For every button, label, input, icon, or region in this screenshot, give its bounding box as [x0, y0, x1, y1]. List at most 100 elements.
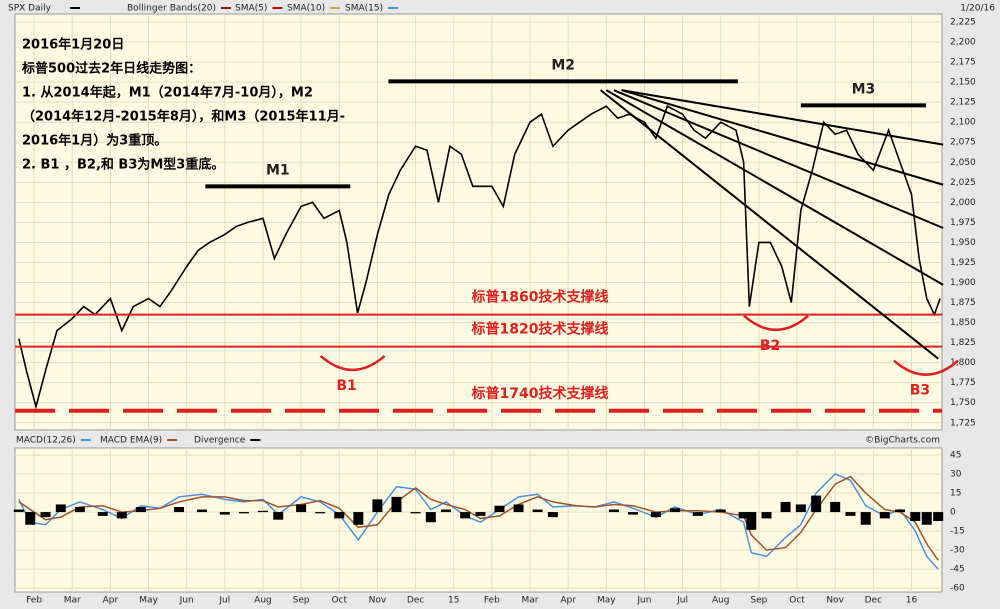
y-tick-label: 0: [950, 508, 956, 518]
bottom-arc: [319, 354, 386, 371]
divergence-bar: [13, 509, 24, 513]
divergence-bar: [391, 496, 402, 513]
divergence-bar: [933, 512, 944, 521]
y-tick-label: 1,875: [950, 298, 976, 308]
bottom-label: B3: [910, 383, 930, 399]
x-tick-label: Oct: [789, 596, 805, 606]
divergence-bar: [692, 512, 703, 516]
x-tick-label: Sep: [750, 596, 767, 606]
x-tick-label: 16: [906, 596, 918, 606]
divergence-bar: [425, 512, 436, 523]
y-tick-label: 2,025: [950, 178, 976, 188]
x-tick-label: Mar: [64, 596, 81, 606]
divergence-bar: [669, 508, 680, 513]
divergence-bar: [879, 512, 890, 519]
x-tick-label: Mar: [522, 596, 539, 606]
divergence-bar: [761, 512, 772, 519]
divergence-bar: [410, 512, 421, 514]
y-tick-label: 2,125: [950, 98, 976, 108]
divergence-bar: [40, 512, 51, 518]
divergence-bar: [25, 512, 36, 525]
divergence-bar: [532, 509, 543, 513]
y-tick-label: 1,775: [950, 378, 976, 388]
divergence-bar: [830, 501, 841, 513]
y-tick-label: 1,950: [950, 238, 976, 248]
bottom-label: B1: [336, 378, 356, 394]
legend-label: MACD(12,26): [16, 436, 76, 446]
note-line: 1. 从2014年起，M1（2014年7月-10月），M2: [22, 85, 313, 101]
top-label: M3: [852, 81, 876, 97]
y-tick-label: 2,100: [950, 118, 976, 128]
divergence-bar: [845, 512, 856, 516]
note-line: （2014年12月-2015年8月），和M3（2015年11月-: [22, 109, 345, 125]
y-tick-label: -45: [950, 565, 965, 575]
support-label: 标普1820技术支撑线: [471, 321, 609, 338]
divergence-bar: [895, 509, 906, 513]
divergence-bar: [650, 512, 661, 518]
x-tick-label: Apr: [103, 596, 119, 606]
y-tick-label: 15: [950, 489, 961, 499]
bottom-label: B2: [760, 338, 780, 354]
y-tick-label: -30: [950, 546, 965, 556]
x-tick-label: Feb: [484, 596, 500, 606]
divergence-bar: [547, 512, 558, 518]
y-tick-label: 30: [950, 470, 962, 480]
x-tick-label: Nov: [369, 596, 387, 606]
divergence-bar: [334, 512, 345, 519]
y-tick-label: 1,975: [950, 218, 976, 228]
chart-title: SPX Daily: [8, 4, 52, 14]
x-tick-label: Jun: [179, 596, 194, 606]
y-tick-label: 2,000: [950, 198, 976, 208]
trend-line: [613, 89, 944, 229]
divergence-bar: [746, 512, 757, 530]
y-tick-label: 2,175: [950, 58, 976, 68]
top-label: M1: [266, 162, 290, 178]
x-tick-label: Aug: [254, 596, 272, 606]
x-tick-label: Aug: [712, 596, 730, 606]
x-tick-label: Feb: [26, 596, 42, 606]
divergence-bar: [921, 512, 932, 525]
y-tick-label: 45: [950, 450, 961, 460]
divergence-bar: [238, 512, 249, 514]
trend-line: [621, 89, 944, 146]
y-tick-label: 1,725: [950, 418, 976, 428]
x-tick-label: May: [597, 596, 616, 606]
x-tick-label: Oct: [331, 596, 347, 606]
divergence-bar: [608, 509, 619, 513]
divergence-bar: [315, 512, 326, 514]
x-tick-label: May: [139, 596, 158, 606]
y-tick-label: -15: [950, 527, 965, 537]
trend-line: [605, 89, 944, 286]
legend-label: SMA(15): [345, 4, 383, 14]
legend-label: Divergence: [194, 436, 246, 446]
divergence-bar: [273, 512, 284, 520]
divergence-bar: [910, 512, 921, 521]
divergence-bar: [475, 512, 486, 516]
y-tick-label: 2,225: [950, 18, 976, 28]
bottom-arc: [743, 314, 809, 331]
divergence-bar: [811, 495, 822, 513]
divergence-bar: [628, 512, 638, 515]
legend-label: SMA(10): [287, 4, 325, 14]
series-line: [18, 475, 939, 561]
divergence-bar: [715, 509, 726, 513]
top-label: M2: [551, 57, 575, 73]
credit: ©BigCharts.com: [865, 436, 940, 446]
divergence-bar: [795, 504, 806, 513]
divergence-bar: [860, 512, 871, 525]
x-tick-label: Jul: [676, 596, 688, 606]
divergence-bar: [97, 512, 108, 516]
support-label: 标普1740技术支撑线: [471, 385, 609, 402]
divergence-bar: [174, 506, 185, 513]
y-tick-label: 1,825: [950, 338, 976, 348]
trend-line: [621, 89, 944, 186]
macd-panel: [14, 447, 943, 593]
x-tick-label: 15: [448, 596, 459, 606]
note-line: 标普500过去2年日线走势图：: [21, 61, 201, 77]
divergence-bar: [74, 506, 85, 513]
trend-line: [599, 89, 939, 360]
divergence-bar: [296, 504, 307, 513]
y-tick-label: 1,750: [950, 398, 976, 408]
note-line: 2016年1月20日: [22, 37, 124, 53]
